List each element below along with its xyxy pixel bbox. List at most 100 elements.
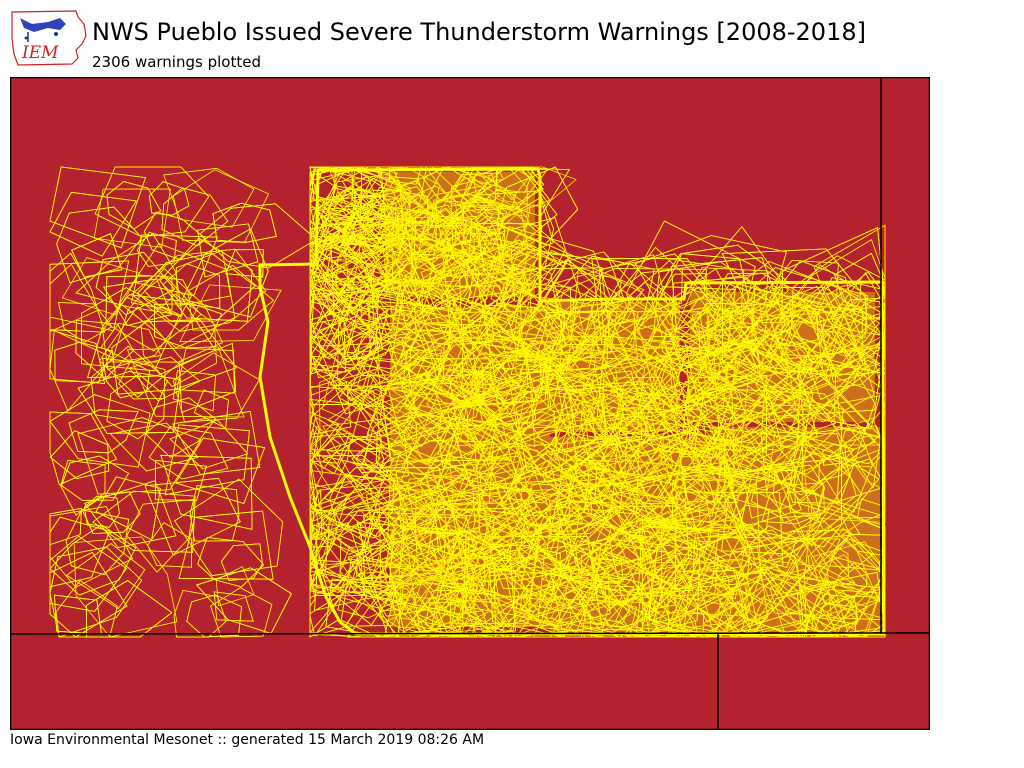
warning-polygon <box>351 447 385 474</box>
warning-polygon <box>172 370 217 412</box>
warning-polygon <box>411 249 460 285</box>
warning-polygon <box>604 286 757 419</box>
warning-polygon <box>708 272 769 317</box>
warning-polygon <box>470 358 565 428</box>
warning-polygon <box>802 284 868 338</box>
warning-polygon <box>49 394 151 468</box>
warning-polygon <box>435 177 530 264</box>
warning-polygon <box>717 396 808 475</box>
warning-polygon <box>479 258 626 370</box>
warning-polygon <box>801 394 886 518</box>
warning-polygon <box>648 519 753 619</box>
warning-polygon <box>542 370 649 442</box>
warning-polygon <box>395 253 472 336</box>
warning-polygon <box>686 416 810 489</box>
warning-polygon <box>327 388 420 455</box>
warning-polygon <box>212 202 277 243</box>
warning-polygon <box>462 399 522 450</box>
warning-polygon <box>363 446 402 473</box>
warning-polygon <box>673 267 821 349</box>
warning-polygon <box>390 194 439 240</box>
warning-polygon <box>678 329 813 416</box>
warning-polygon <box>416 504 507 559</box>
warning-polygon <box>68 409 139 454</box>
warning-polygon <box>515 366 648 497</box>
warning-polygon <box>721 457 843 555</box>
warning-polygon <box>475 237 537 277</box>
warning-polygon <box>760 529 886 625</box>
warning-polygon <box>137 252 256 322</box>
warning-polygon <box>417 370 510 436</box>
warning-polygon <box>790 398 876 463</box>
warning-polygon <box>651 557 744 638</box>
warning-polygon <box>789 426 873 513</box>
map-panel <box>9 76 931 731</box>
warning-polygon <box>589 289 655 342</box>
warning-polygon <box>65 509 130 576</box>
iowa-state-outline-icon: IEM <box>11 10 87 66</box>
warning-polygon <box>556 484 693 617</box>
warning-polygon <box>77 417 202 495</box>
warning-polygon <box>49 516 111 588</box>
warning-polygon <box>197 223 259 278</box>
warning-polygon <box>739 525 798 568</box>
warning-polygon <box>686 523 804 638</box>
warning-polygon <box>567 458 618 505</box>
warning-polygon <box>421 287 452 310</box>
warning-polygon <box>814 603 858 638</box>
warning-polygon <box>436 563 520 632</box>
warning-polygon <box>617 518 673 552</box>
warning-polygon <box>765 343 810 373</box>
warning-polygon <box>642 483 762 622</box>
warning-polygon <box>439 431 489 471</box>
warning-polygon <box>92 490 196 553</box>
warning-polygon <box>640 328 691 379</box>
warning-polygon <box>495 166 579 246</box>
warning-polygon <box>49 506 133 588</box>
warning-polygon <box>674 491 784 591</box>
warning-polygon <box>487 402 640 515</box>
warning-polygon <box>471 375 536 448</box>
warning-polygon <box>671 474 710 517</box>
warning-polygon <box>366 405 417 447</box>
warning-polygon <box>329 322 429 388</box>
warning-polygon <box>406 193 493 251</box>
warning-polygon <box>447 575 479 602</box>
warning-polygon <box>569 383 695 484</box>
warning-polygon <box>118 360 166 400</box>
warning-polygon <box>106 373 166 440</box>
warning-polygon <box>397 501 468 556</box>
warning-polygon <box>431 166 549 208</box>
warning-polygon <box>786 305 825 345</box>
warning-polygon <box>309 386 497 512</box>
warning-polygon <box>726 476 824 560</box>
warning-polygon <box>782 292 826 324</box>
warning-polygon <box>353 238 397 276</box>
warning-polygon <box>409 204 463 253</box>
warning-polygon <box>459 248 515 330</box>
warning-polygon <box>111 319 237 395</box>
warning-polygon <box>764 381 801 421</box>
warning-polygon <box>518 504 620 585</box>
warning-polygon <box>103 278 172 326</box>
warning-polygon <box>384 552 416 588</box>
warning-polygon <box>665 447 702 476</box>
cwa-boundary <box>258 167 886 636</box>
warning-polygon <box>146 397 217 458</box>
warning-polygon <box>549 538 701 638</box>
warning-polygon <box>314 166 412 226</box>
warning-polygon <box>687 361 801 448</box>
warning-polygon <box>400 458 441 496</box>
footer-credit: Iowa Environmental Mesonet :: generated … <box>10 732 485 748</box>
warning-polygon <box>323 473 378 510</box>
warning-polygon <box>106 181 162 230</box>
warning-polygon <box>712 568 803 638</box>
warning-polygon <box>447 255 531 326</box>
cwa-outline <box>258 167 886 636</box>
warning-polygon <box>553 395 607 452</box>
warning-polygon <box>442 554 510 595</box>
warning-polygon <box>49 329 106 384</box>
warning-polygon <box>490 546 561 590</box>
warning-polygon <box>49 263 99 333</box>
warning-polygon <box>657 523 783 623</box>
